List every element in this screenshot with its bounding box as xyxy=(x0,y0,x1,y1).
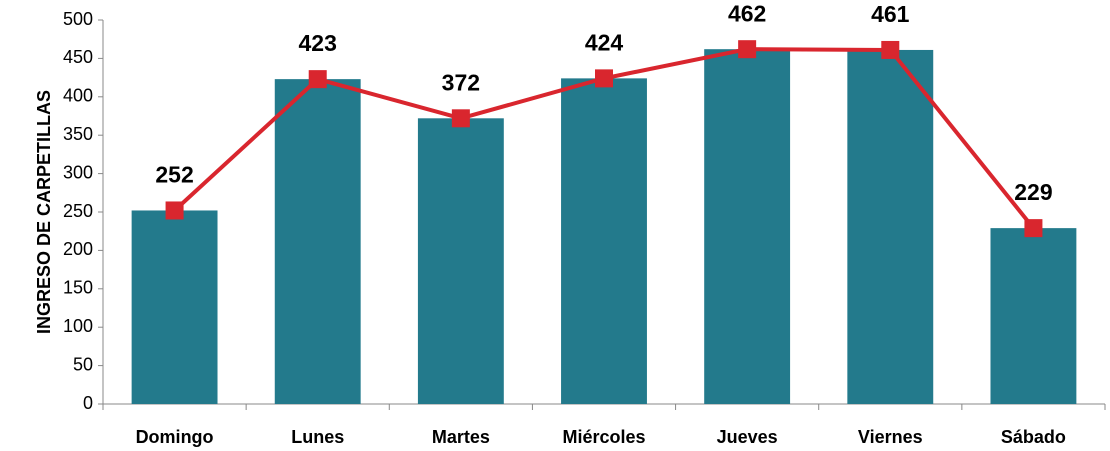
bar xyxy=(704,49,791,405)
bar xyxy=(274,79,361,405)
marker xyxy=(595,69,613,88)
x-tick-label: Jueves xyxy=(717,427,778,447)
bar xyxy=(131,210,218,404)
y-tick-label: 450 xyxy=(63,47,93,67)
bar xyxy=(417,118,504,404)
data-label: 229 xyxy=(1014,179,1052,205)
x-tick-label: Viernes xyxy=(858,427,923,447)
data-label: 372 xyxy=(442,69,480,95)
y-tick-label: 300 xyxy=(63,162,93,182)
marker xyxy=(451,109,470,128)
y-tick-label: 400 xyxy=(63,86,93,106)
x-tick-label: Sábado xyxy=(1001,427,1066,447)
x-tick-label: Miércoles xyxy=(562,427,645,447)
bar xyxy=(847,49,934,405)
data-label: 423 xyxy=(299,30,337,56)
x-tick-label: Lunes xyxy=(291,427,344,447)
bar xyxy=(990,228,1077,404)
y-tick-label: 50 xyxy=(73,354,93,374)
bar xyxy=(561,78,647,405)
y-tick-label: 0 xyxy=(83,393,93,413)
marker xyxy=(881,40,900,59)
y-axis-label: INGRESO DE CARPETILLAS xyxy=(34,90,54,334)
y-tick-label: 100 xyxy=(63,316,93,336)
marker xyxy=(738,40,757,59)
data-label: 462 xyxy=(728,0,766,26)
marker xyxy=(1024,219,1043,238)
y-tick-label: 250 xyxy=(63,201,93,221)
marker xyxy=(308,70,327,89)
y-tick-label: 150 xyxy=(63,278,93,298)
data-label: 252 xyxy=(155,162,193,188)
y-tick-label: 500 xyxy=(63,9,93,29)
y-tick-label: 350 xyxy=(63,124,93,144)
x-tick-label: Domingo xyxy=(136,427,214,447)
y-tick-label: 200 xyxy=(63,239,93,259)
marker xyxy=(165,201,184,220)
data-label: 461 xyxy=(871,1,910,27)
data-label: 424 xyxy=(585,29,624,55)
x-tick-label: Martes xyxy=(432,427,490,447)
